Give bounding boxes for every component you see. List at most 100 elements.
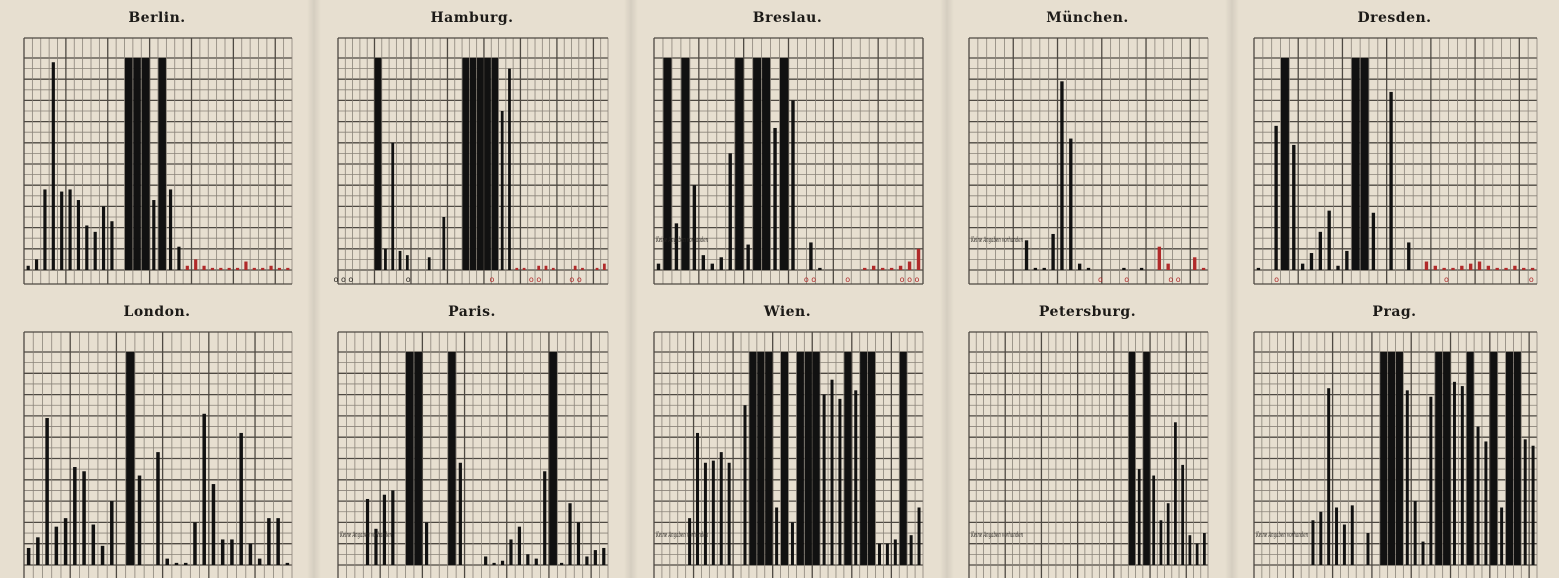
bar [1342,524,1346,565]
bar [76,200,81,270]
bar [898,265,903,270]
bar [1380,352,1388,565]
grid [337,331,609,578]
chart-title: München. [1046,10,1129,26]
bar [1069,138,1073,270]
bar [1086,267,1091,270]
bar [1336,265,1340,270]
bar [681,58,690,270]
bar [202,413,206,565]
bar [194,259,198,270]
bar [391,142,395,270]
bar [1468,263,1473,270]
no-data-note: Keine Angaben vorhanden [655,531,708,539]
bar [710,263,714,270]
bar [1360,58,1369,270]
bar [674,223,679,270]
bar [36,537,40,565]
bar [60,191,64,270]
chart-panel-7: Paris. Keine Angaben vorhanden [337,304,609,578]
bar [124,58,133,270]
bar [1530,267,1535,270]
bar [543,471,547,565]
bar [1389,91,1393,270]
page-fold [1225,0,1239,578]
chart-title: Breslau. [753,10,822,26]
bar [1166,503,1170,565]
bar [45,418,49,565]
bar [54,526,59,565]
bar [174,562,179,565]
chart-title: Dresden. [1357,10,1431,26]
bar [893,539,897,565]
zero-marker: o [1098,275,1103,284]
bar [244,261,248,270]
bar [491,58,499,270]
bar [484,58,491,270]
bar [830,379,834,565]
bar [219,267,223,270]
zero-marker: o [1444,275,1449,284]
bar [696,432,700,565]
bar [168,189,173,270]
bar [719,257,723,270]
bar [701,255,706,270]
bar [269,265,273,270]
bar [1327,210,1331,270]
bar [442,217,446,270]
bar [544,265,548,270]
bar [595,267,599,270]
bar [885,543,889,565]
bar [126,352,135,565]
bar [1405,390,1409,565]
bar [1292,144,1296,270]
bar [762,58,771,270]
bar [1466,352,1474,565]
chart-panel-6: London. [23,304,293,578]
bar [804,352,812,565]
bar [735,58,744,270]
bar [1174,422,1177,565]
bar [1193,257,1197,270]
bar [877,543,881,565]
bar [211,484,216,565]
bar [1319,511,1323,565]
bar [688,518,692,565]
bar [515,267,519,270]
no-data-note: Keine Angaben vorhanden [1255,531,1308,539]
bar [1274,125,1278,270]
bar [427,257,431,270]
bar [568,503,572,565]
bar [239,432,243,565]
bar [252,267,256,270]
bar [728,153,732,270]
chart-title: Hamburg. [430,10,513,26]
chart-panel-3: Breslau. o o o o o o Keine Angaben vorhanden [653,10,924,285]
bar [484,556,488,565]
grid [968,37,1209,285]
bar [1300,263,1305,270]
bar [727,462,731,565]
bar [374,528,378,565]
bar [663,58,672,270]
bar [692,185,697,270]
bar [183,562,188,565]
bar [158,58,166,270]
no-data-note: Keine Angaben vorhanden [655,236,708,244]
bar [1335,507,1339,565]
grid [1253,331,1538,578]
chart-panel-9: Petersburg. Keine Angaben vorhanden [968,304,1209,578]
page-fold [307,0,321,578]
bar [907,261,912,270]
bar [1460,265,1464,270]
bar [1486,265,1491,270]
chart-title: Petersburg. [1039,304,1136,320]
bar [110,501,114,565]
bar [469,58,477,270]
bar [838,398,842,565]
no-data-note: Keine Angaben vorhanden [339,531,392,539]
bar [286,267,290,270]
bar [581,267,584,270]
bar [765,352,773,565]
bar [276,518,280,565]
